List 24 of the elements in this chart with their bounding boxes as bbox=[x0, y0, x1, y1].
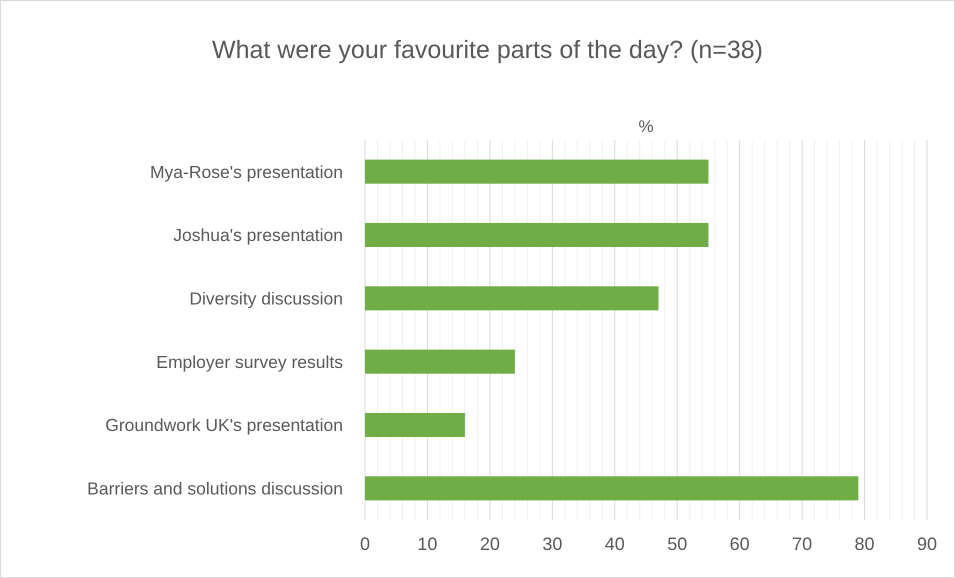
bar bbox=[365, 350, 515, 374]
y-tick-label: Groundwork UK's presentation bbox=[105, 415, 343, 436]
bar bbox=[365, 222, 708, 248]
x-tick-label: 30 bbox=[542, 534, 562, 554]
y-tick-label: Joshua's presentation bbox=[173, 225, 343, 246]
x-tick-label: 20 bbox=[480, 534, 500, 554]
y-tick-label: Diversity discussion bbox=[189, 288, 343, 308]
chart-title: What were your favourite parts of the day? (n=38) bbox=[212, 36, 763, 64]
x-tick-label: 80 bbox=[854, 534, 875, 554]
x-tick-label: 10 bbox=[417, 534, 438, 554]
bar bbox=[365, 286, 658, 310]
y-tick-label: Employer survey results bbox=[156, 352, 344, 372]
x-tick-label: 70 bbox=[792, 534, 812, 554]
x-tick-label: 50 bbox=[667, 534, 688, 554]
y-tick-label: Barriers and solutions discussion bbox=[87, 478, 343, 498]
x-tick-label: 90 bbox=[916, 534, 938, 554]
bar bbox=[365, 412, 465, 438]
bar bbox=[365, 476, 858, 500]
x-tick-label: 0 bbox=[360, 534, 370, 554]
y-tick-label: Mya-Rose's presentation bbox=[150, 162, 343, 182]
bar bbox=[365, 160, 708, 184]
x-tick-label: 40 bbox=[604, 534, 625, 554]
x-tick-label: 60 bbox=[730, 534, 750, 554]
x-axis-title: % bbox=[638, 117, 654, 136]
